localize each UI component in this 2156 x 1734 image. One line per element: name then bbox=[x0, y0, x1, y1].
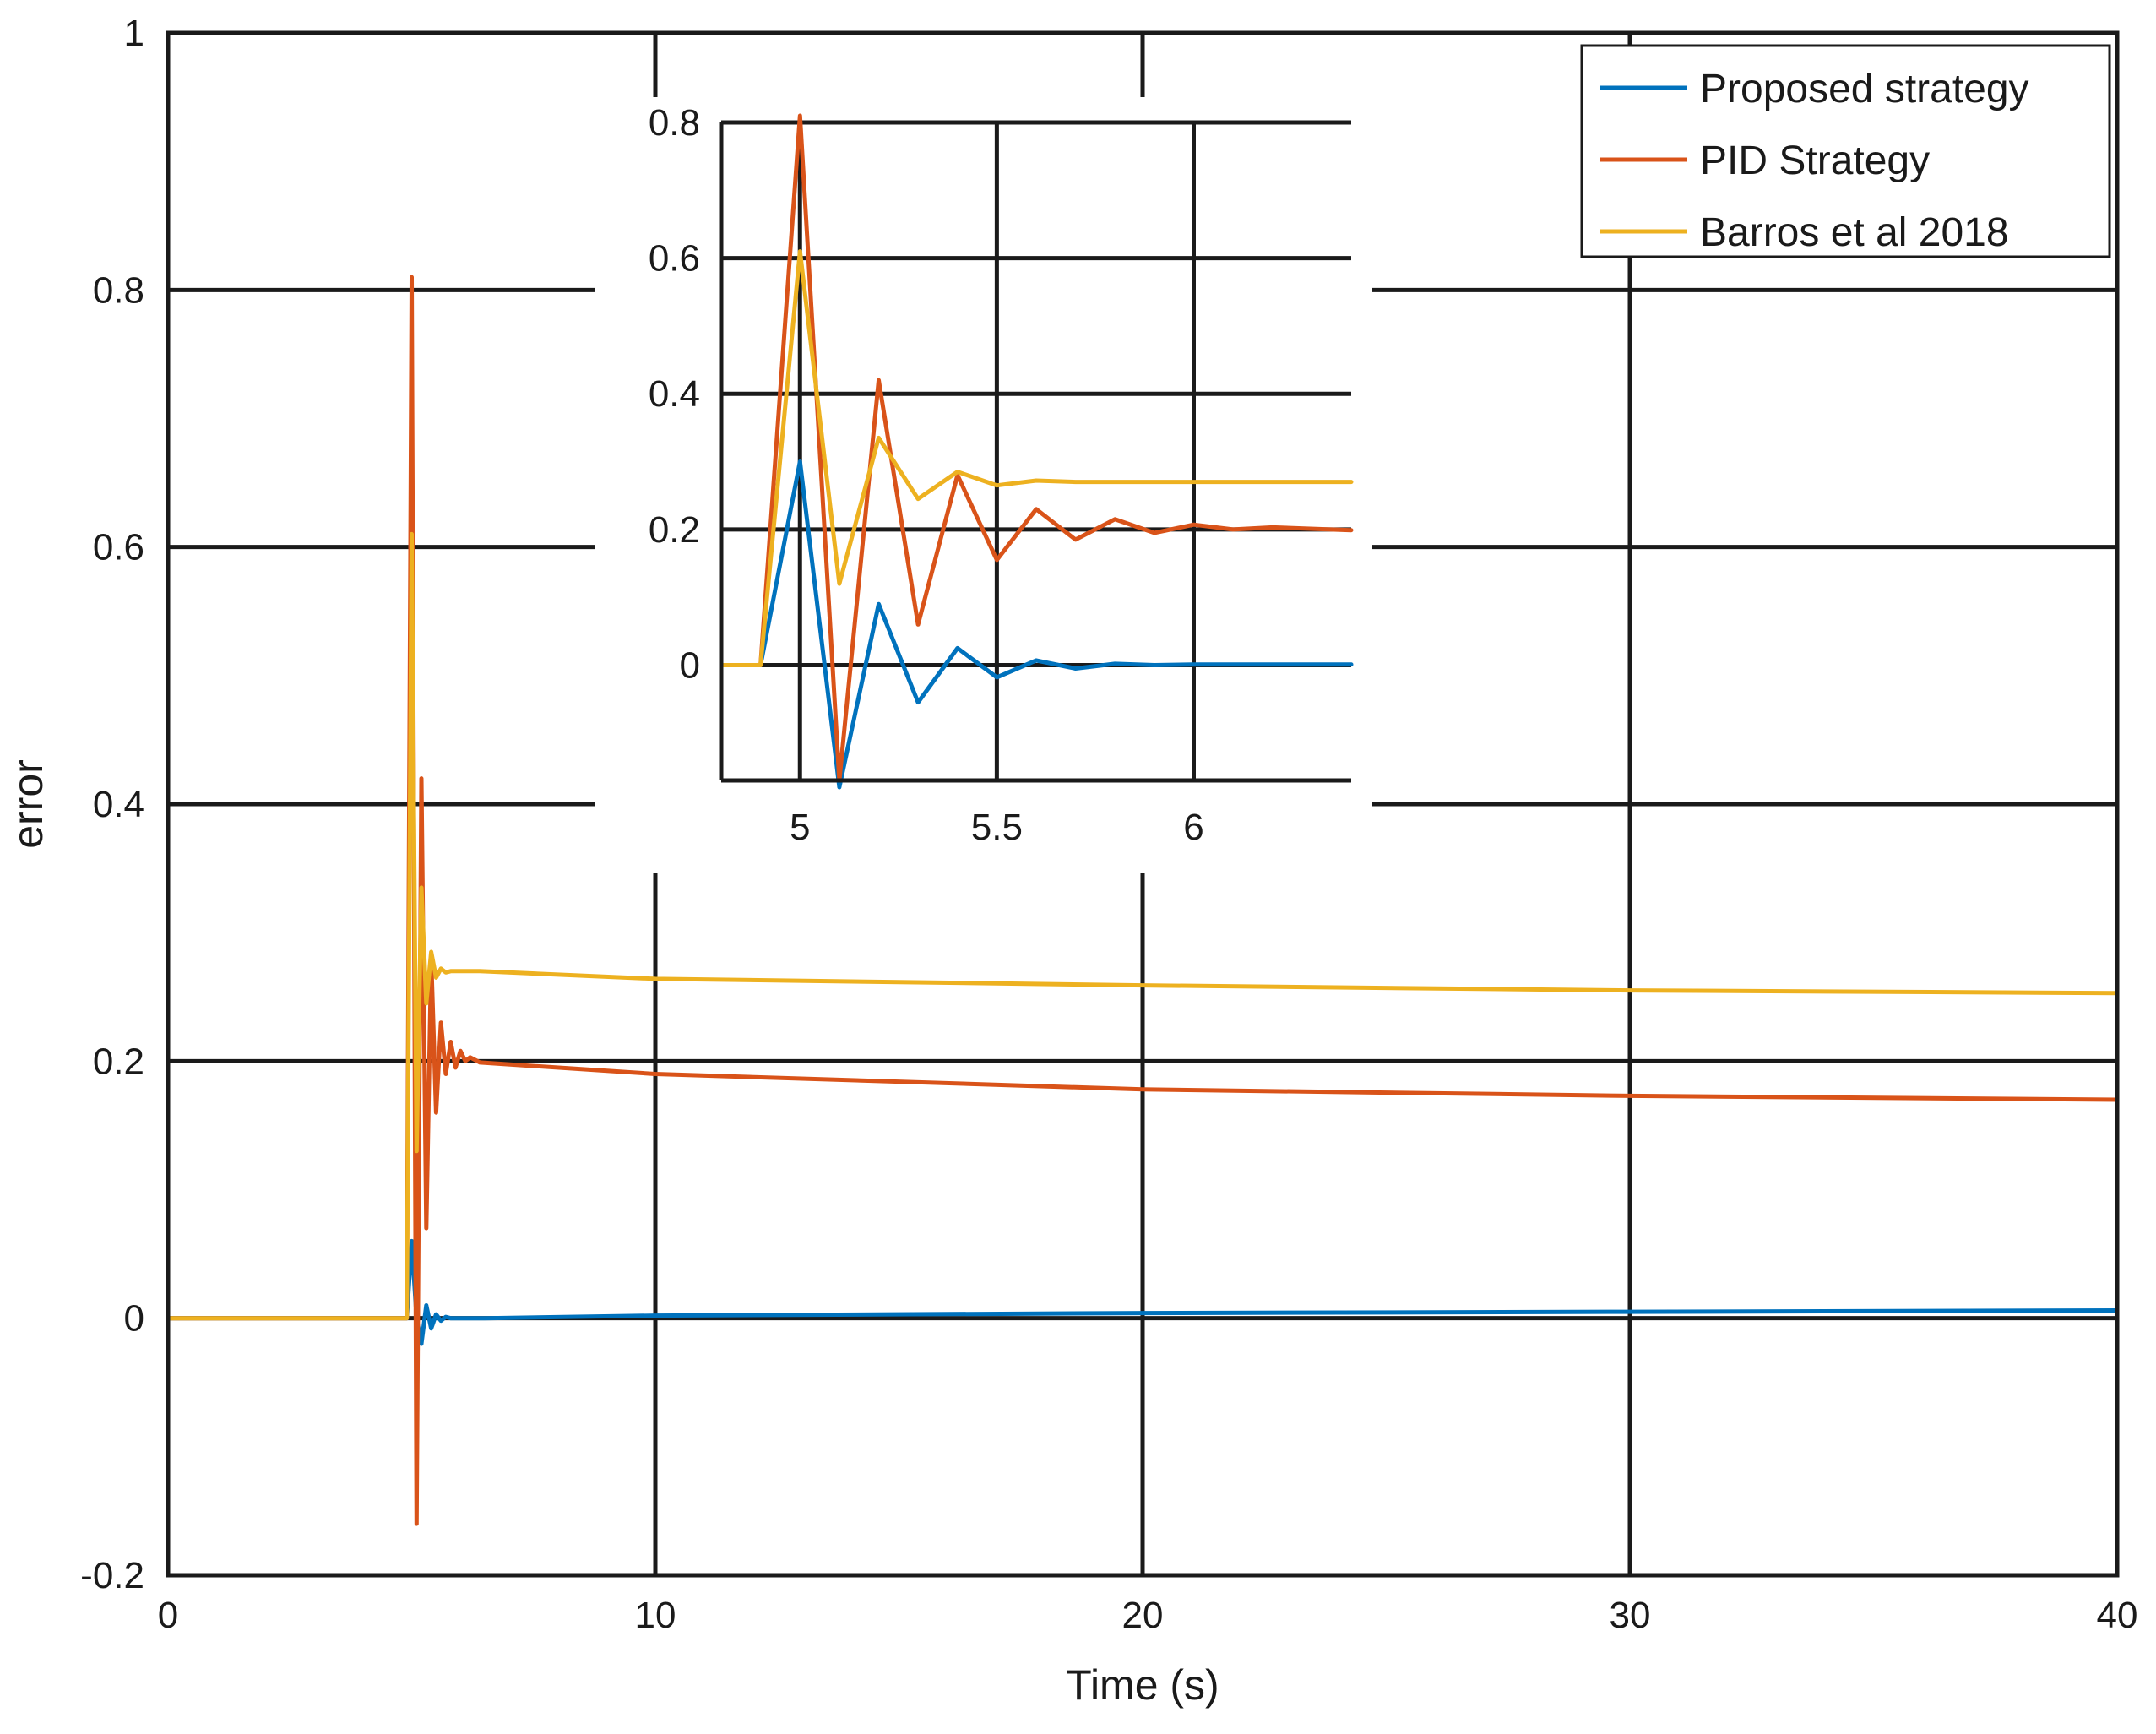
inset-series-line-1 bbox=[719, 459, 1354, 790]
main-y-tick-label: -0.2 bbox=[80, 1555, 144, 1596]
main-series-line-1 bbox=[166, 1238, 2120, 1346]
inset-series-line-3 bbox=[719, 249, 1354, 667]
main-x-tick-label: 40 bbox=[2097, 1595, 2138, 1636]
main-y-tick-label: 1 bbox=[124, 13, 144, 54]
inset-x-tick-label: 5.5 bbox=[971, 807, 1023, 848]
inset-y-tick-label: 0.6 bbox=[649, 238, 700, 280]
main-x-tick-label: 30 bbox=[1610, 1595, 1651, 1636]
main-series-line-3 bbox=[166, 531, 2120, 1321]
main-y-tick-label: 0.6 bbox=[93, 527, 144, 568]
x-axis-label: Time (s) bbox=[1066, 1661, 1219, 1709]
legend-box bbox=[1580, 44, 2111, 258]
main-plot-lines bbox=[166, 275, 2120, 1526]
legend-label: Proposed strategy bbox=[1700, 67, 2029, 111]
inset-x-tick-label: 5 bbox=[790, 807, 810, 848]
inset-axes: 5 5.5 6 0 0.2 0.4 0.6 0.8 bbox=[595, 97, 1372, 873]
y-axis-label: error bbox=[4, 759, 52, 849]
inset-y-tick-label: 0 bbox=[680, 644, 700, 686]
legend-label: PID Strategy bbox=[1700, 139, 1930, 183]
legend: Proposed strategy PID Strategy Barros et a… bbox=[1580, 44, 2111, 258]
main-axes: 0 10 20 30 40 -0.2 0 0.2 0.4 0.6 0.8 1 Time (s) error bbox=[4, 13, 2137, 1709]
main-x-tick-label: 10 bbox=[635, 1595, 676, 1636]
inset-series-line-2 bbox=[719, 113, 1354, 783]
main-x-tick-label: 20 bbox=[1122, 1595, 1164, 1636]
main-plot-frame bbox=[166, 30, 2120, 1578]
inset-y-tick-label: 0.4 bbox=[649, 373, 700, 415]
main-x-tick-label: 0 bbox=[158, 1595, 178, 1636]
main-y-tick-label: 0 bbox=[124, 1298, 144, 1340]
legend-label: Barros et al 2018 bbox=[1700, 210, 2009, 255]
inset-x-tick-label: 6 bbox=[1183, 807, 1203, 848]
inset-plot-lines bbox=[719, 113, 1354, 790]
inset-y-tick-label: 0.8 bbox=[649, 102, 700, 144]
main-y-tick-label: 0.4 bbox=[93, 784, 144, 825]
inset-y-tick-label: 0.2 bbox=[649, 509, 700, 551]
main-y-tick-label: 0.2 bbox=[93, 1041, 144, 1082]
inset-background bbox=[595, 97, 1372, 873]
main-y-tick-label: 0.8 bbox=[93, 269, 144, 311]
